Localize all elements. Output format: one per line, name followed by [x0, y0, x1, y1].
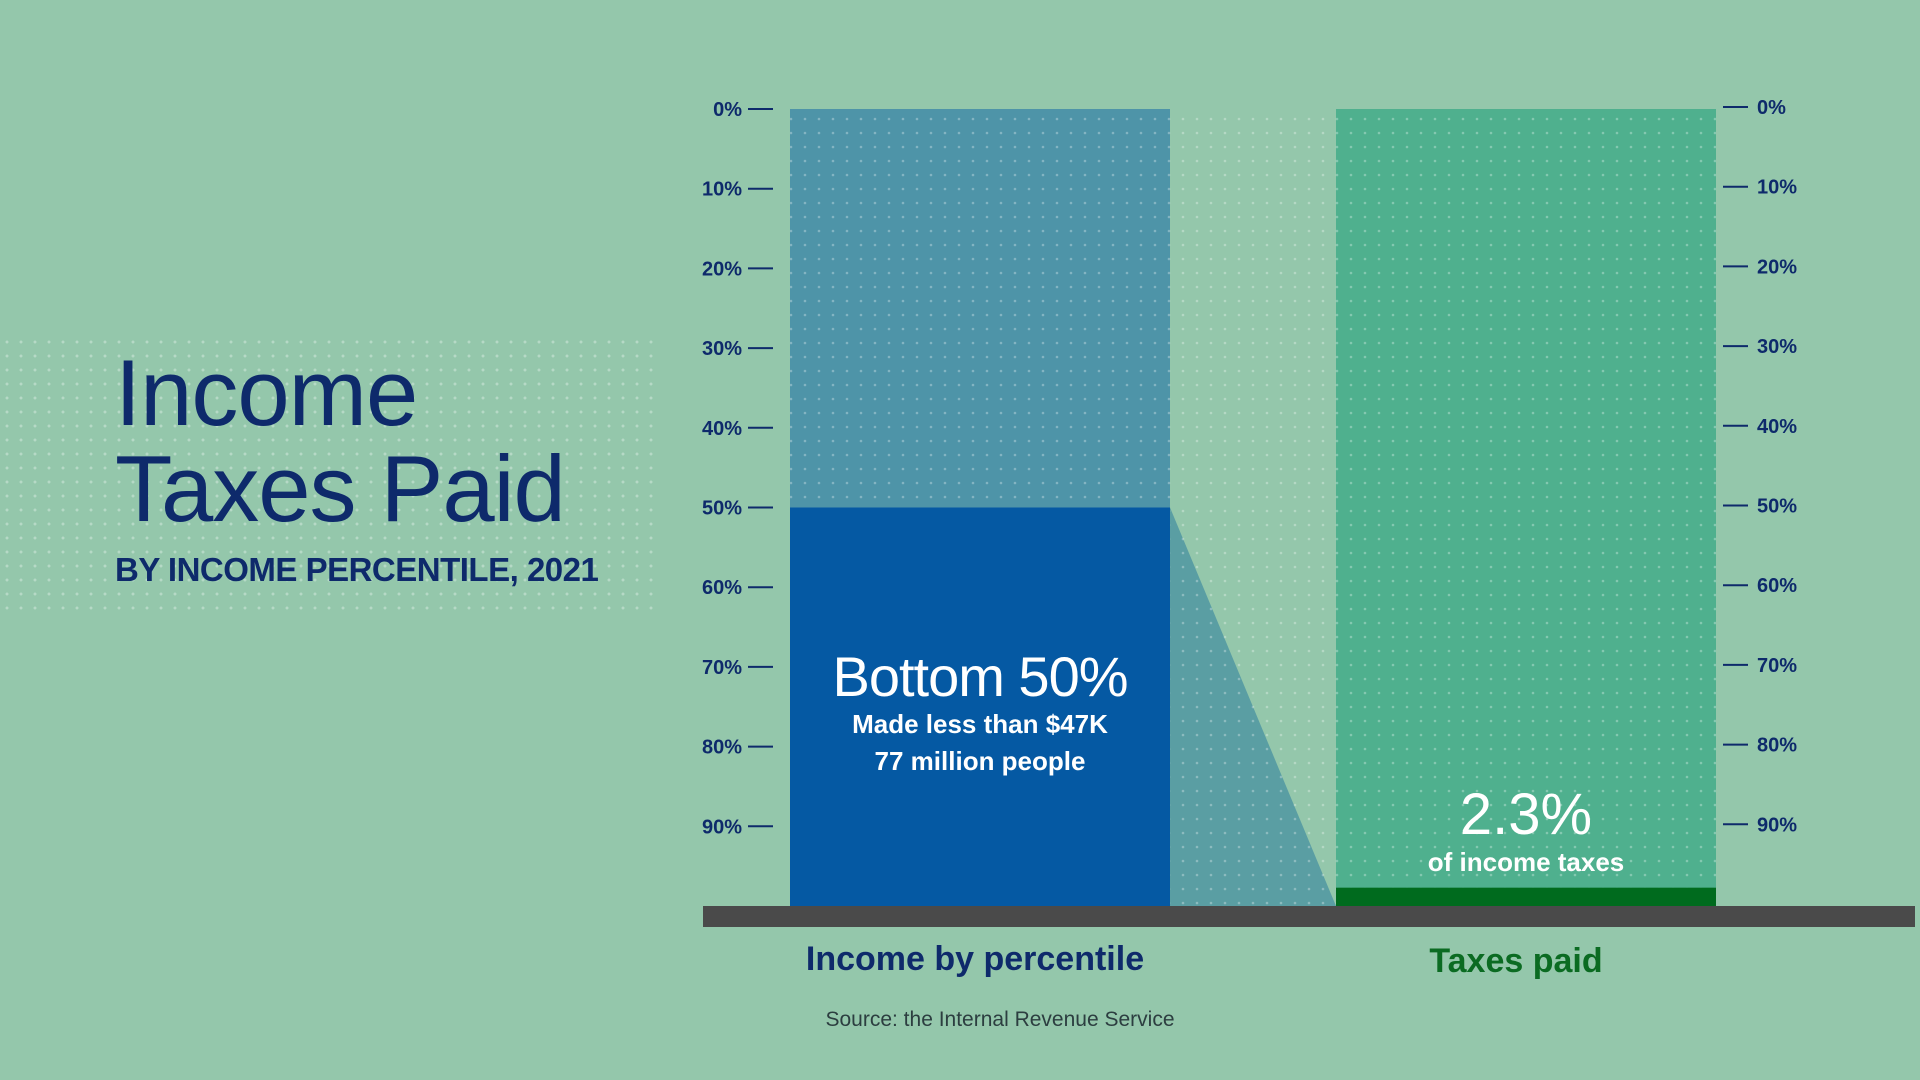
right-axis-tick-label: 70% — [1757, 655, 1797, 677]
title-block: Income Taxes Paid BY INCOME PERCENTILE, … — [115, 340, 599, 589]
chart-baseline — [703, 906, 1915, 927]
right-axis-tick-label: 80% — [1757, 735, 1797, 757]
taxes-bar-bottom-segment — [1336, 887, 1716, 906]
chart-subtitle: BY INCOME PERCENTILE, 2021 — [115, 551, 599, 588]
category-label-income: Income by percentile — [806, 940, 1144, 978]
left-axis-tick-label: 90% — [702, 816, 742, 838]
bottom-50-income-label: Made less than $47K — [852, 709, 1108, 739]
right-axis-tick-label: 60% — [1757, 575, 1797, 597]
source-text: Source: the Internal Revenue Service — [825, 1008, 1175, 1031]
left-axis-tick-label: 30% — [702, 338, 742, 360]
taxes-share-caption: of income taxes — [1428, 847, 1625, 877]
chart-title-line-2: Taxes Paid — [115, 436, 566, 541]
right-axis-tick-label: 10% — [1757, 177, 1797, 199]
right-axis-tick-label: 40% — [1757, 416, 1797, 438]
right-axis-tick-label: 20% — [1757, 256, 1797, 278]
right-axis-tick-label: 0% — [1757, 97, 1786, 119]
source-note: Source: the Internal Revenue Service — [0, 1008, 1920, 1032]
income-bar-bottom-50-segment — [790, 507, 1170, 906]
right-axis-tick-label: 90% — [1757, 814, 1797, 836]
left-axis-tick-label: 20% — [702, 258, 742, 280]
bottom-50-people-label: 77 million people — [875, 746, 1086, 776]
left-axis-tick-label: 0% — [713, 99, 742, 121]
bottom-50-label: Bottom 50% — [832, 645, 1127, 708]
category-label-taxes: Taxes paid — [1429, 942, 1602, 980]
left-axis-tick-label: 80% — [702, 737, 742, 759]
right-axis-tick-label: 30% — [1757, 336, 1797, 358]
chart-title-line-1: Income — [115, 340, 418, 445]
left-axis-tick-label: 10% — [702, 179, 742, 201]
left-axis-tick-label: 50% — [702, 498, 742, 520]
right-axis-tick-label: 50% — [1757, 496, 1797, 518]
left-axis-tick-label: 70% — [702, 657, 742, 679]
taxes-bar-top-dots — [1336, 109, 1716, 906]
connector-wedge-dots — [1170, 507, 1336, 906]
taxes-share-value-label: 2.3% — [1460, 782, 1592, 847]
left-axis-tick-label: 60% — [702, 577, 742, 599]
left-axis-tick-label: 40% — [702, 418, 742, 440]
income-bar-top-dots — [790, 109, 1170, 508]
title-dot-pattern — [0, 335, 660, 610]
